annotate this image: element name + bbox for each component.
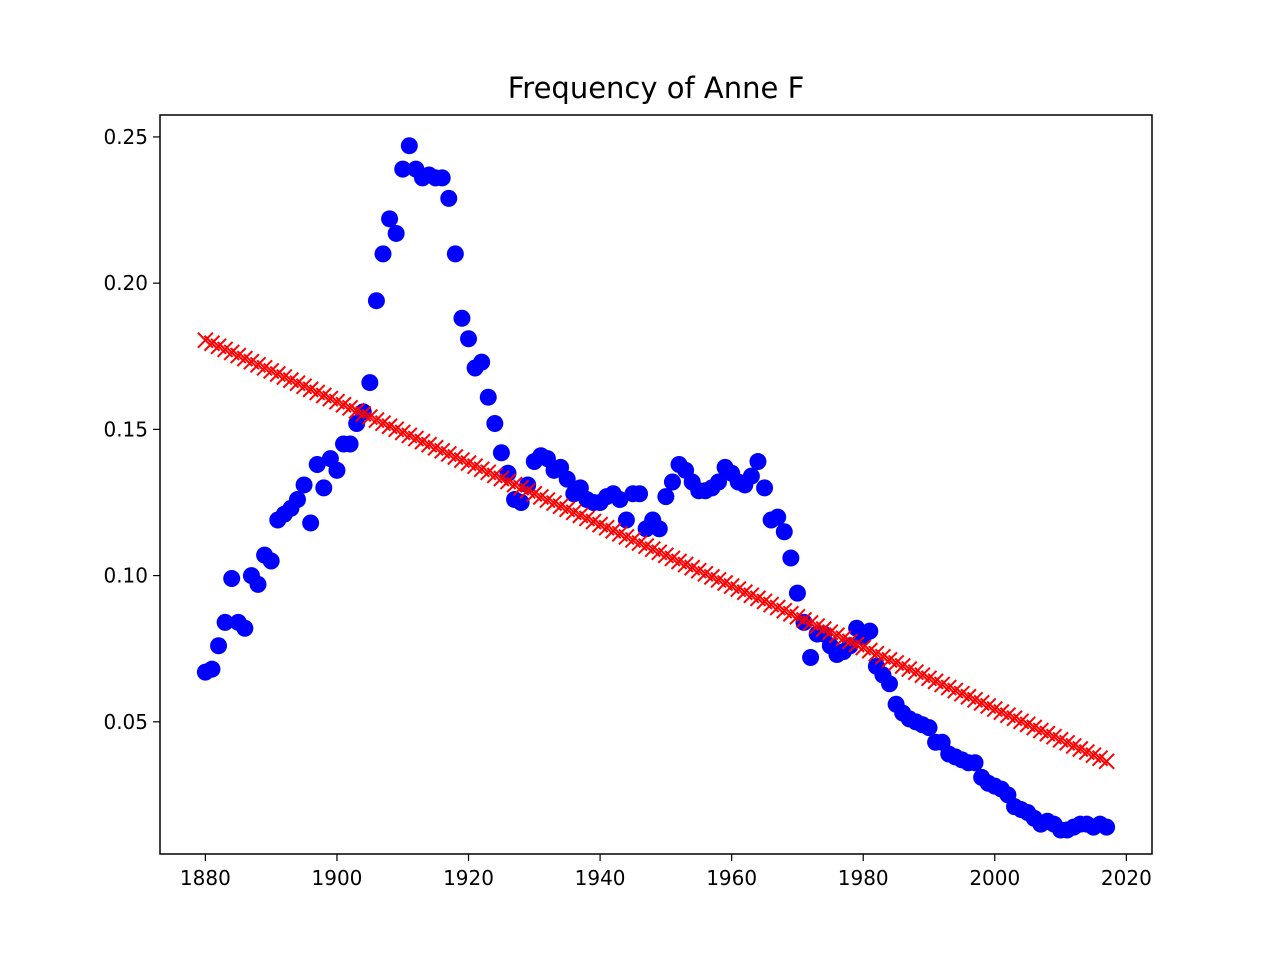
data-point [611,491,629,509]
y-tick-label: 0.15 [103,417,148,441]
data-point [387,224,405,242]
y-tick-label: 0.20 [103,271,148,295]
data-point [433,169,451,187]
data-point [486,415,504,433]
chart-title: Frequency of Anne F [508,71,805,105]
plot-frame [159,114,1153,855]
data-point [216,613,234,631]
data-point [400,137,418,155]
data-point [749,453,767,471]
data-point [236,619,254,637]
trend-marker [1098,753,1115,770]
data-point [440,189,458,207]
data-point [381,210,399,228]
data-point [709,473,727,491]
data-point [802,648,820,666]
data-point [295,476,313,494]
data-point [663,473,681,491]
data-point [492,444,510,462]
x-tick-label: 1920 [443,866,494,890]
y-tick-label: 0.25 [103,125,148,149]
x-tick-label: 2020 [1101,866,1152,890]
x-tick-label: 1880 [180,866,231,890]
series-trend-line [197,331,1115,770]
data-point [203,660,221,678]
x-tick-label: 1900 [312,866,363,890]
x-tick-label: 1960 [706,866,757,890]
data-point [782,549,800,567]
data-point [966,754,984,772]
data-point [788,584,806,602]
data-point [657,488,675,506]
data-point [308,455,326,473]
data-point [881,675,899,693]
y-tick-label: 0.05 [103,710,148,734]
data-point [223,570,241,588]
data-point [1098,818,1116,836]
data-point [861,622,879,640]
x-axis: 1880 1900 1920 1940 1960 1980 2000 2020 [180,854,1152,890]
data-point [650,520,668,538]
data-point [361,374,379,392]
data-point [756,479,774,497]
data-point [328,461,346,479]
data-point [394,160,412,178]
data-point [558,470,576,488]
data-point [288,491,306,509]
data-point [367,292,385,310]
data-point [775,523,793,541]
data-point [374,245,392,263]
y-axis: 0.05 0.10 0.15 0.20 0.25 [103,125,160,734]
data-point [453,309,471,327]
y-tick-label: 0.10 [103,564,148,588]
data-point [473,353,491,371]
data-point [315,479,333,497]
x-tick-label: 1980 [838,866,889,890]
data-point [769,508,787,526]
data-point [479,388,497,406]
data-point [262,552,280,570]
data-point [302,514,320,532]
data-point [920,719,938,737]
x-tick-label: 2000 [969,866,1020,890]
data-point [617,511,635,529]
data-point [341,435,359,453]
x-tick-label: 1940 [575,866,626,890]
data-point [446,245,464,263]
data-point [631,485,649,503]
data-point [460,330,478,348]
data-point [742,467,760,485]
data-point [512,493,530,511]
data-point [210,637,228,655]
data-point [249,575,267,593]
